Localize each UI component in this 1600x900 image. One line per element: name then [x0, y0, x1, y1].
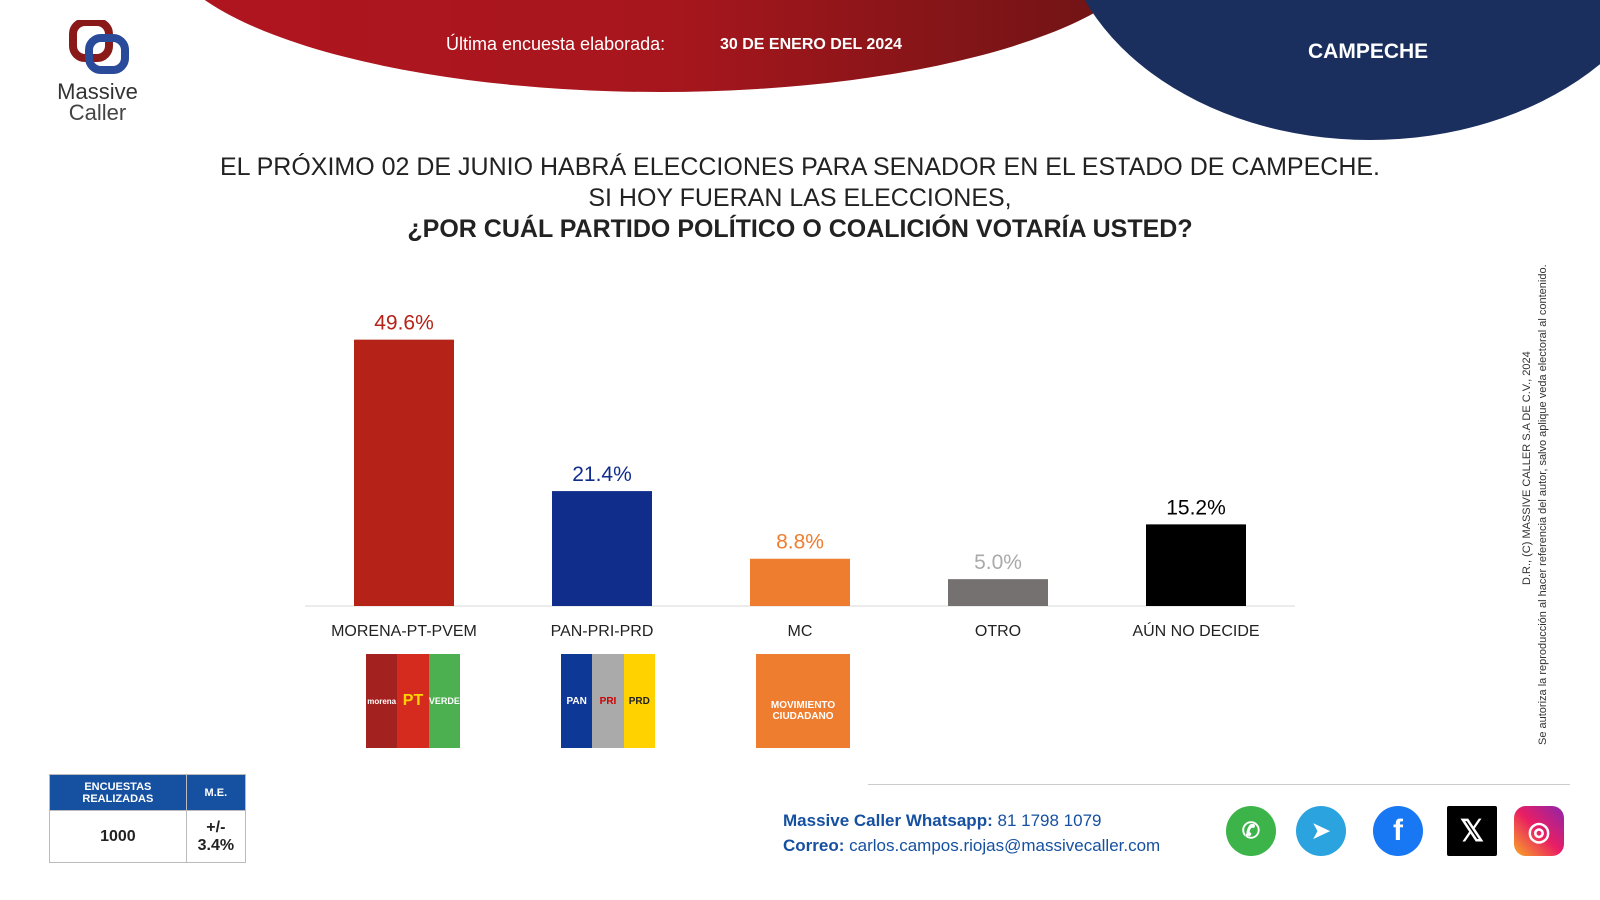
- survey-info-table: ENCUESTAS REALIZADAS M.E. 1000 +/- 3.4%: [49, 774, 247, 863]
- category-label-4: AÚN NO DECIDE: [1132, 623, 1260, 640]
- bar-4: [1146, 524, 1246, 606]
- pvem-logo: VERDE: [428, 654, 460, 748]
- data-label-2: 8.8%: [776, 531, 824, 554]
- survey-label: Última encuesta elaborada:: [446, 34, 666, 54]
- instagram-icon[interactable]: ◎: [1514, 806, 1564, 856]
- state-name: CAMPECHE: [1308, 40, 1429, 63]
- email-address[interactable]: carlos.campos.riojas@massivecaller.com: [849, 836, 1161, 855]
- mc-logo-line1: MOVIMIENTO: [770, 700, 836, 711]
- morena-logo: morena: [366, 654, 398, 748]
- me-value: +/- 3.4%: [185, 810, 247, 863]
- whatsapp-number[interactable]: 81 1798 1079: [997, 811, 1102, 830]
- logo-mark-icon: [68, 18, 129, 74]
- bar-0: [354, 339, 454, 606]
- email-contact: Correo: carlos.campos.riojas@massivecall…: [783, 836, 1160, 856]
- legal-line1: D.R., (C) MASSIVE CALLER S.A DE C.V., 20…: [1521, 351, 1533, 585]
- telegram-icon[interactable]: ➤: [1296, 806, 1346, 856]
- bar-3: [948, 579, 1048, 606]
- legal-line2: Se autoriza la reproducción al hacer ref…: [1537, 264, 1549, 745]
- surveys-header: ENCUESTAS REALIZADAS: [49, 774, 187, 811]
- pt-logo: PT: [397, 654, 429, 748]
- bar-1: [552, 491, 652, 606]
- divider: [868, 784, 1570, 785]
- morena-pt-pvem-logo: morena PT VERDE: [366, 654, 460, 748]
- massive-caller-logo: Massive Caller: [50, 18, 145, 125]
- survey-date: 30 DE ENERO DEL 2024: [720, 36, 903, 53]
- surveys-value: 1000: [49, 810, 187, 863]
- question-line2: SI HOY FUERAN LAS ELECCIONES,: [588, 184, 1012, 212]
- category-label-3: OTRO: [974, 623, 1022, 640]
- x-icon[interactable]: 𝕏: [1447, 806, 1497, 856]
- question-line1: EL PRÓXIMO 02 DE JUNIO HABRÁ ELECCIONES …: [220, 153, 1380, 181]
- category-label-1: PAN-PRI-PRD: [550, 623, 654, 640]
- legal-notice: D.R., (C) MASSIVE CALLER S.A DE C.V., 20…: [1519, 185, 1551, 745]
- pan-logo: PAN: [561, 654, 593, 748]
- facebook-icon[interactable]: f: [1373, 806, 1423, 856]
- question: EL PRÓXIMO 02 DE JUNIO HABRÁ ELECCIONES …: [0, 152, 1600, 245]
- category-label-2: MC: [787, 623, 813, 640]
- data-label-3: 5.0%: [974, 551, 1022, 574]
- category-label-0: MORENA-PT-PVEM: [331, 623, 477, 640]
- pri-logo: PRI: [592, 654, 624, 748]
- data-label-0: 49.6%: [374, 312, 434, 335]
- logo-line2: Caller: [68, 100, 127, 125]
- pan-pri-prd-logo: PAN PRI PRD: [561, 654, 655, 748]
- prd-logo: PRD: [623, 654, 655, 748]
- data-label-1: 21.4%: [572, 463, 632, 486]
- email-label: Correo:: [783, 836, 845, 855]
- me-header: M.E.: [185, 774, 247, 811]
- mc-logo: MOVIMIENTO CIUDADANO: [756, 654, 850, 748]
- whatsapp-label: Massive Caller Whatsapp:: [783, 811, 993, 830]
- bar-2: [750, 558, 850, 606]
- whatsapp-icon[interactable]: ✆: [1226, 806, 1276, 856]
- logo-line1: Massive: [57, 79, 138, 104]
- mc-logo-line2: CIUDADANO: [772, 711, 834, 722]
- whatsapp-contact: Massive Caller Whatsapp: 81 1798 1079: [783, 811, 1101, 831]
- question-line3: ¿POR CUÁL PARTIDO POLÍTICO O COALICIÓN V…: [407, 215, 1193, 243]
- data-label-4: 15.2%: [1166, 496, 1226, 519]
